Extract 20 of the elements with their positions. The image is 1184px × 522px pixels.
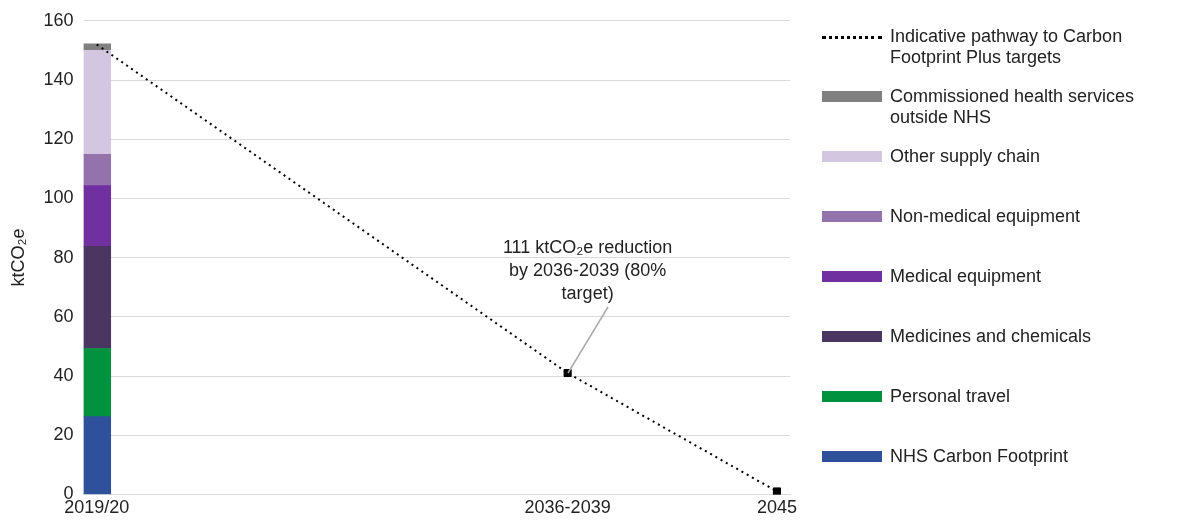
legend-label: Non-medical equipment [890,206,1081,227]
legend-label: Medical equipment [890,266,1042,287]
legend-label: Medicines and chemicals [890,326,1092,347]
legend-label: Personal travel [890,386,1011,407]
legend-label: Indicative pathway to Carbon Footprint Plus targets [890,26,1124,68]
y-tick-label: 40 [53,364,74,385]
x-tick-label: 2036-2039 [524,497,611,518]
y-tick-label: 80 [53,246,74,267]
y-axis-title: ktCO₂e [7,228,28,287]
y-tick-label: 140 [43,68,74,89]
y-tick-label: 100 [43,187,74,208]
x-tick-label: 2045 [756,497,797,518]
y-tick-label: 60 [53,305,74,326]
legend-label: NHS Carbon Footprint [890,446,1069,467]
legend-label: Other supply chain [890,146,1041,167]
annotation: 111 ktCO₂e reduction by 2036-2039 (80% target) [502,237,673,304]
y-tick-label: 20 [53,424,74,445]
legend-label: Commissioned health services outside NHS [890,86,1136,128]
y-tick-label: 120 [43,128,74,149]
y-tick-label: 160 [43,9,74,30]
